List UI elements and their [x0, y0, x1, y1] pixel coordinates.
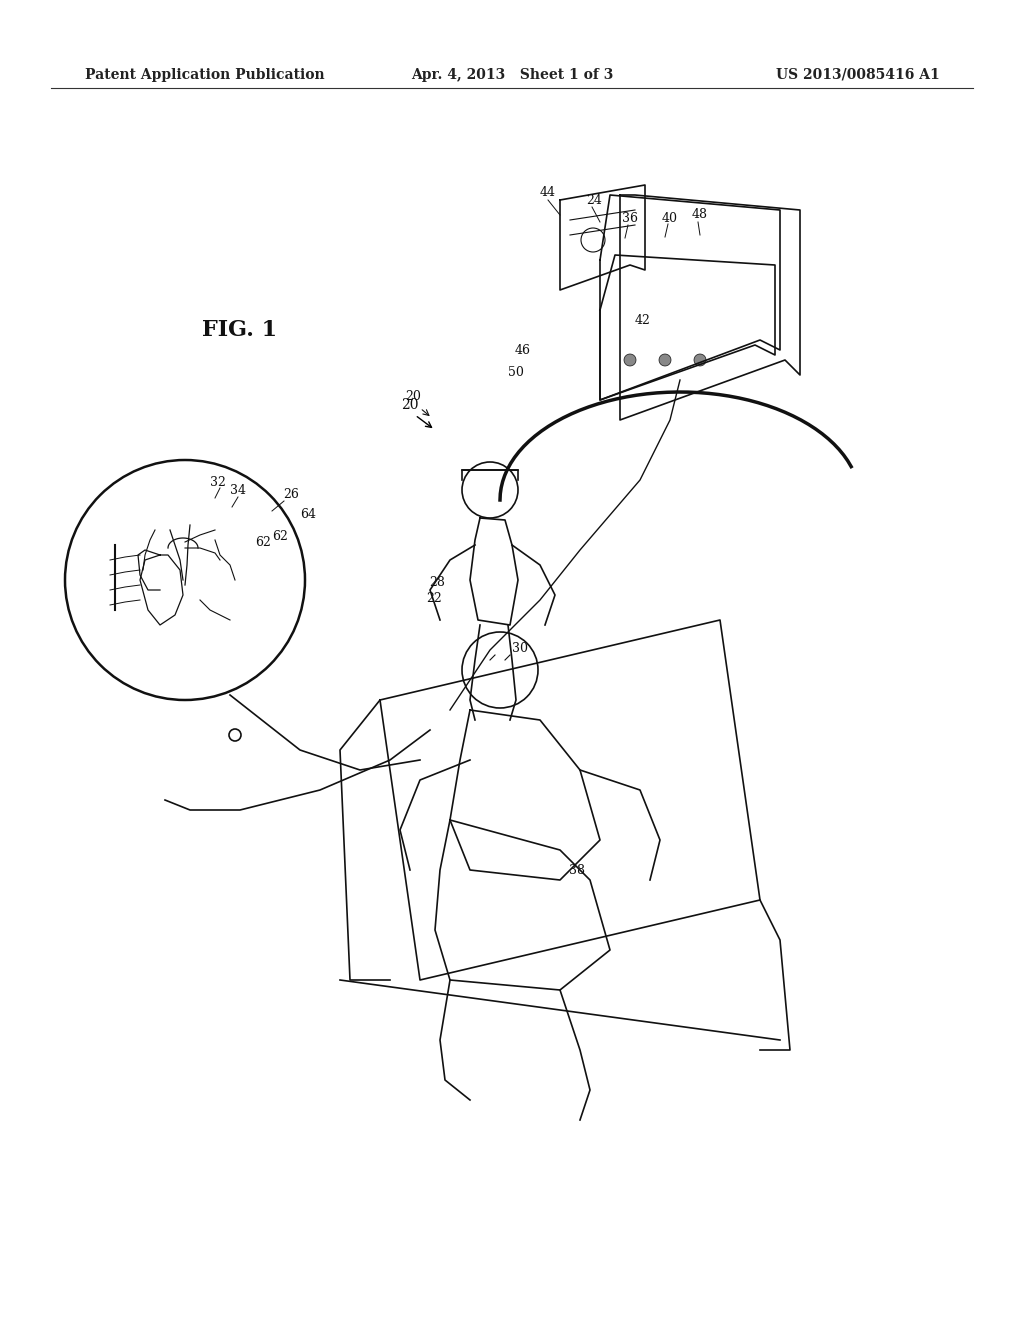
Text: US 2013/0085416 A1: US 2013/0085416 A1 — [776, 69, 940, 82]
Text: 24: 24 — [586, 194, 602, 206]
Text: 32: 32 — [210, 475, 226, 488]
Text: 62: 62 — [255, 536, 271, 549]
Text: 38: 38 — [569, 863, 585, 876]
Text: 26: 26 — [283, 487, 299, 500]
Text: 62: 62 — [272, 529, 288, 543]
Text: 30: 30 — [512, 642, 528, 655]
Text: 44: 44 — [540, 186, 556, 199]
Text: FIG. 1: FIG. 1 — [203, 319, 278, 341]
Circle shape — [659, 354, 671, 366]
Text: 36: 36 — [622, 211, 638, 224]
Text: 34: 34 — [230, 483, 246, 496]
Circle shape — [624, 354, 636, 366]
Text: 20: 20 — [401, 399, 419, 412]
Circle shape — [229, 729, 241, 741]
Text: 64: 64 — [300, 508, 316, 521]
Text: Patent Application Publication: Patent Application Publication — [85, 69, 325, 82]
Text: 40: 40 — [662, 211, 678, 224]
Circle shape — [694, 354, 706, 366]
Text: Apr. 4, 2013   Sheet 1 of 3: Apr. 4, 2013 Sheet 1 of 3 — [411, 69, 613, 82]
Text: 28: 28 — [429, 577, 445, 590]
Text: 42: 42 — [635, 314, 651, 326]
Text: 46: 46 — [515, 343, 531, 356]
Text: 48: 48 — [692, 209, 708, 222]
Text: 50: 50 — [508, 366, 524, 379]
Text: 22: 22 — [426, 591, 442, 605]
Text: 20: 20 — [406, 391, 421, 404]
